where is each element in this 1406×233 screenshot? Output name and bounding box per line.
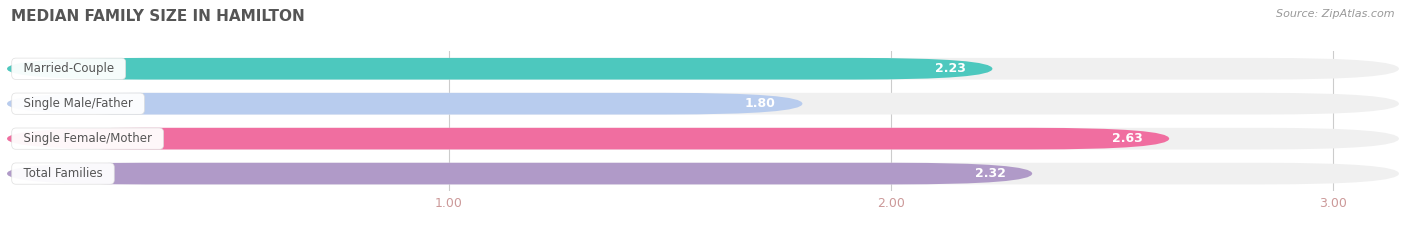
Text: 2.23: 2.23 (935, 62, 966, 75)
FancyBboxPatch shape (7, 163, 1032, 185)
Text: Single Male/Father: Single Male/Father (15, 97, 141, 110)
FancyBboxPatch shape (7, 163, 1399, 185)
Text: Source: ZipAtlas.com: Source: ZipAtlas.com (1277, 9, 1395, 19)
Text: 1.80: 1.80 (745, 97, 776, 110)
FancyBboxPatch shape (7, 58, 1399, 80)
Text: Married-Couple: Married-Couple (15, 62, 121, 75)
FancyBboxPatch shape (7, 93, 803, 115)
FancyBboxPatch shape (7, 93, 1399, 115)
Text: Total Families: Total Families (15, 167, 110, 180)
FancyBboxPatch shape (7, 58, 993, 80)
Text: Single Female/Mother: Single Female/Mother (15, 132, 159, 145)
Text: 2.63: 2.63 (1112, 132, 1143, 145)
FancyBboxPatch shape (7, 128, 1399, 150)
Text: MEDIAN FAMILY SIZE IN HAMILTON: MEDIAN FAMILY SIZE IN HAMILTON (11, 9, 305, 24)
FancyBboxPatch shape (7, 128, 1170, 150)
Text: 2.32: 2.32 (974, 167, 1005, 180)
